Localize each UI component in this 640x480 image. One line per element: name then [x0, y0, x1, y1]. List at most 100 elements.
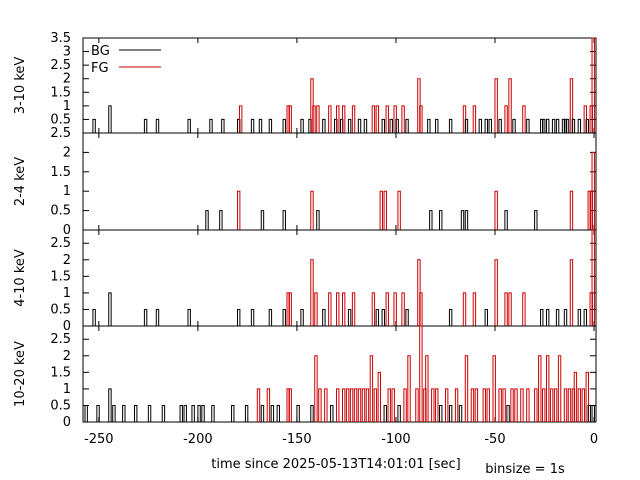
histogram-bin	[347, 118, 352, 133]
histogram-bin	[494, 78, 498, 133]
histogram-bin	[92, 308, 96, 326]
histogram-bin	[161, 404, 166, 422]
y-tick-label: 2	[63, 349, 71, 364]
histogram-bin	[520, 388, 524, 422]
histogram-bin	[351, 105, 356, 133]
x-tick-label: -100	[381, 432, 411, 447]
panel-p3: 0 0.51 1.52 2.5 4-10 keV	[13, 229, 597, 334]
histogram-bin	[563, 388, 568, 422]
histogram-bin	[448, 404, 453, 422]
histogram-bin	[385, 292, 389, 326]
histogram-bin	[266, 388, 271, 422]
histogram-bin	[405, 118, 409, 133]
histogram-bin	[236, 308, 241, 326]
histogram-bin	[314, 292, 318, 326]
histogram-bin	[484, 308, 488, 326]
histogram-bin	[431, 388, 435, 422]
histogram-bin	[472, 105, 477, 133]
x-tick-label: -200	[183, 432, 213, 447]
y-tick-label: 0	[63, 223, 71, 238]
histogram-bin	[506, 404, 510, 422]
histogram-bin	[498, 118, 502, 133]
histogram-bin	[470, 388, 475, 422]
histogram-bin	[191, 404, 195, 422]
y-tick-label: 2.5	[50, 58, 71, 73]
histogram-bin	[401, 105, 405, 133]
histogram-bin	[316, 105, 320, 133]
histogram-bin	[591, 37, 595, 133]
histogram-bin	[155, 308, 160, 326]
histogram-bin	[324, 388, 328, 422]
histogram-bin	[571, 118, 576, 133]
histogram-bin	[201, 404, 205, 422]
y-tick-label: 0.5	[50, 204, 71, 219]
histogram-bin	[510, 388, 514, 422]
histogram-bin	[363, 118, 368, 133]
histogram-bin	[405, 308, 409, 326]
panel-p1: 2.50.511.522.533.53-10 keV	[13, 31, 597, 141]
histogram-bin	[205, 210, 209, 230]
y-tick-label: 2	[63, 145, 71, 160]
y-tick-label: 0	[63, 415, 71, 430]
histogram-bin	[419, 325, 423, 422]
histogram-bin	[108, 105, 112, 133]
histogram-bin	[219, 210, 223, 230]
histogram-bin	[508, 78, 512, 133]
histogram-bin	[419, 292, 423, 326]
y-tick-label: 1	[63, 99, 71, 114]
histogram-bin	[250, 308, 255, 326]
histogram-bin	[478, 118, 483, 133]
histogram-bin	[183, 404, 187, 422]
histogram-bin	[429, 210, 433, 230]
histogram-bin	[573, 371, 578, 422]
histogram-bin	[84, 404, 88, 422]
histogram-bin	[353, 388, 358, 422]
y-axis-label: 2-4 keV	[13, 157, 28, 206]
histogram-bin	[268, 308, 273, 326]
histogram-bin	[108, 292, 112, 326]
histogram-bin	[522, 105, 526, 133]
y-tick-label: 0.5	[50, 112, 71, 127]
x-tick-label: -50	[484, 432, 505, 447]
legend: BG FG	[91, 44, 161, 76]
histogram-bin	[112, 404, 116, 422]
histogram-bin	[96, 404, 100, 422]
histogram-bin	[462, 292, 467, 326]
histogram-bin	[361, 388, 366, 422]
histogram-bin	[502, 388, 506, 422]
x-tick-labels: -250 -200 -150 -100 -50 0	[84, 432, 598, 447]
histogram-bin	[591, 229, 595, 326]
panel-frame	[82, 37, 597, 134]
histogram-bin	[288, 105, 292, 133]
x-tick-label: -150	[282, 432, 312, 447]
histogram-bin	[336, 292, 340, 326]
histogram-bin	[365, 388, 370, 422]
histogram-bin	[211, 404, 215, 422]
histogram-bin	[122, 404, 126, 422]
histogram-bin	[545, 308, 550, 326]
histogram-bin	[310, 259, 314, 326]
histogram-bin	[563, 308, 568, 326]
histogram-bin	[484, 118, 488, 133]
histogram-bin	[187, 308, 191, 326]
histogram-bin	[288, 388, 292, 422]
histogram-bin	[494, 259, 498, 326]
histogram-bin	[296, 404, 300, 422]
histogram-bin	[143, 118, 148, 133]
y-tick-label: 0	[63, 319, 71, 334]
histogram-bin	[526, 388, 530, 422]
y-tick-label: 2.5	[50, 236, 71, 251]
histogram-bin	[577, 118, 582, 133]
histogram-bin	[504, 210, 508, 230]
histogram-bin	[197, 404, 201, 422]
histogram-bin	[322, 118, 326, 133]
legend-label-bg: BG	[91, 44, 110, 59]
histogram-bin	[282, 308, 286, 326]
y-tick-label: 1	[63, 382, 71, 397]
histogram-bin	[486, 388, 490, 422]
histogram-bin	[425, 355, 429, 422]
histogram-bin	[565, 118, 570, 133]
histogram-bin	[569, 190, 574, 230]
histogram-bin	[258, 118, 263, 133]
